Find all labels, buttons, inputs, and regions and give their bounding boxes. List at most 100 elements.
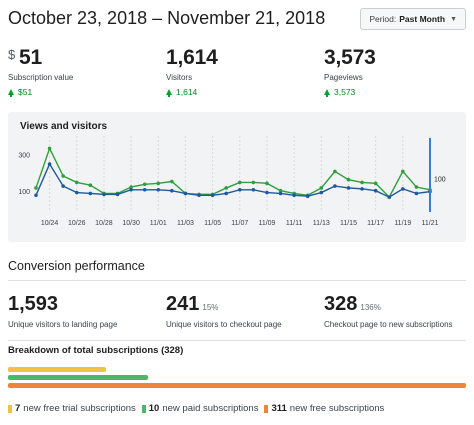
x-tick-label: 10/26 — [68, 220, 86, 227]
visitors-point — [319, 190, 324, 195]
legend-item-free: 311 new free subscriptions — [264, 403, 384, 414]
metric-value: 241 — [166, 293, 200, 315]
visitors-point — [156, 187, 161, 192]
callout-value: 100 — [434, 177, 446, 184]
views-point — [156, 181, 161, 186]
breakdown-title: Breakdown of total subscriptions (328) — [8, 345, 184, 356]
views-point — [265, 181, 269, 186]
x-tick-label: 10/24 — [41, 220, 59, 227]
legend-item-paid: 10 new paid subscriptions — [141, 403, 258, 414]
bar-free — [8, 383, 466, 388]
chevron-down-icon: ▼ — [450, 15, 457, 23]
views-point — [319, 186, 324, 190]
stat-label: Visitors — [166, 73, 193, 82]
stat-value: 3,573 — [324, 46, 376, 69]
bar-free-trial — [8, 367, 106, 372]
x-tick-label: 11/15 — [340, 220, 357, 227]
views-point — [237, 180, 242, 185]
stat-value: 51 — [19, 46, 42, 69]
views-point — [401, 169, 405, 174]
x-tick-label: 11/19 — [394, 220, 411, 227]
divider — [8, 340, 466, 341]
x-tick-label: 11/13 — [313, 220, 330, 227]
arrow-up-icon — [324, 89, 330, 97]
visitors-point — [305, 194, 310, 199]
period-value: Past Month — [399, 14, 446, 24]
visitors-point — [373, 188, 378, 193]
bar-paid — [8, 375, 148, 380]
visitors-point — [74, 190, 79, 195]
date-range-title: October 23, 2018 – November 21, 2018 — [8, 8, 326, 28]
x-tick-label: 11/03 — [177, 220, 194, 227]
conversion-section-title: Conversion performance — [8, 259, 145, 273]
x-tick-label: 11/11 — [286, 220, 303, 227]
visitors-point — [414, 191, 419, 196]
x-tick-label: 10/28 — [95, 220, 113, 227]
views-point — [373, 181, 378, 186]
y-tick-label: 300 — [18, 152, 30, 159]
views-visitors-chart[interactable]: 10/24 10/26 10/28 10/30 11/01 11/03 11/05 11/07… — [8, 112, 466, 242]
stat-delta: 1,614 — [166, 87, 218, 97]
views-point — [278, 188, 283, 193]
views-point — [251, 180, 256, 185]
stat-value: 1,614 — [166, 46, 218, 69]
period-dropdown[interactable]: Period: Past Month ▼ — [360, 8, 466, 30]
views-line — [35, 146, 431, 199]
views-point — [333, 169, 337, 174]
views-point — [129, 185, 133, 189]
arrow-up-icon — [166, 89, 172, 97]
visitors-point — [142, 187, 147, 192]
stat-visitors: 1,614 Visitors 1,614 — [166, 46, 218, 97]
views-point — [346, 177, 351, 182]
stat-label: Pageviews — [324, 73, 363, 82]
metric-label: Unique visitors to checkout page — [166, 320, 282, 329]
views-point — [34, 186, 38, 190]
legend-swatch — [264, 404, 269, 413]
views-point — [224, 186, 229, 190]
views-point — [61, 174, 65, 178]
views-point — [170, 179, 174, 184]
x-tick-label: 11/01 — [150, 220, 167, 227]
legend-swatch — [141, 404, 146, 413]
views-visitors-chart-card: Views and visitors 10/24 10/26 10/28 10/30 1… — [8, 112, 466, 242]
stat-label: Subscription value — [8, 73, 74, 82]
divider — [8, 280, 466, 281]
visitors-line — [35, 162, 431, 198]
visitors-point — [251, 187, 256, 192]
conversion-metric-landing: 1,593 Unique visitors to landing page — [8, 293, 117, 329]
metric-label: Checkout page to new subscriptions — [324, 320, 453, 329]
visitors-point — [183, 191, 188, 196]
stat-delta: 3,573 — [324, 87, 376, 97]
views-point — [88, 183, 93, 187]
x-tick-label: 11/05 — [204, 220, 221, 227]
x-tick-label: 11/09 — [258, 220, 275, 227]
visitors-point — [47, 162, 52, 166]
visitors-point — [224, 191, 229, 196]
views-point — [142, 182, 147, 187]
views-point — [74, 180, 79, 185]
metric-percent: 136% — [360, 303, 381, 312]
visitors-point — [237, 187, 242, 192]
currency-symbol: $ — [8, 47, 16, 62]
arrow-up-icon — [8, 89, 14, 97]
metric-percent: 15% — [202, 303, 219, 312]
visitors-point — [401, 187, 405, 191]
visitors-point — [197, 193, 201, 198]
visitors-point — [34, 193, 38, 198]
views-point — [47, 146, 52, 151]
metric-value: 1,593 — [8, 293, 59, 315]
visitors-point — [278, 191, 283, 196]
x-tick-label: 10/30 — [122, 220, 140, 227]
period-label: Period: — [369, 14, 397, 24]
visitors-point — [333, 184, 337, 188]
visitors-point — [387, 195, 392, 199]
visitors-point — [129, 187, 133, 192]
breakdown-legend: 7 new free trial subscriptions 10 new paid… — [8, 403, 384, 414]
visitors-point — [265, 190, 269, 195]
visitors-point — [360, 187, 364, 191]
visitors-point — [102, 192, 106, 197]
x-tick-label: 11/17 — [367, 220, 384, 227]
metric-label: Unique visitors to landing page — [8, 320, 118, 329]
stat-subscription-value: $51 Subscription value $51 — [8, 46, 73, 97]
legend-swatch — [8, 404, 12, 413]
